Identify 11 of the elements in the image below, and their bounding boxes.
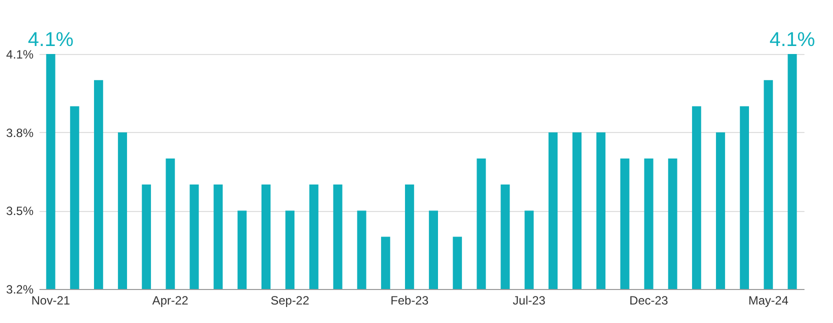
x-tick-label: Nov-21	[31, 294, 70, 308]
y-tick-label: 3.2%	[6, 282, 34, 296]
x-tick-label: Sep-22	[270, 294, 310, 308]
y-tick-label: 3.5%	[6, 204, 34, 218]
data-label: 4.1%	[769, 29, 816, 51]
y-tick-label: 3.8%	[6, 126, 34, 140]
x-tick-label: Apr-22	[152, 294, 189, 308]
x-tick-label: May-24	[748, 294, 789, 308]
x-tick-label: Feb-23	[390, 294, 429, 308]
x-tick-label: Jul-23	[512, 294, 546, 308]
x-tick-label: Dec-23	[629, 294, 668, 308]
